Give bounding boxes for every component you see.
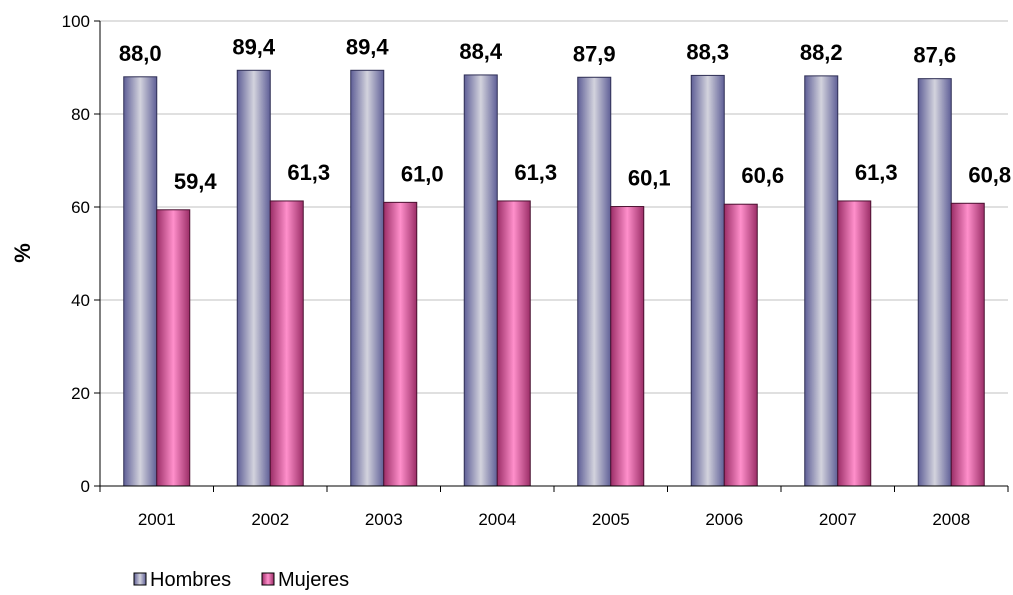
legend-label-mujeres: Mujeres [278,569,349,591]
legend-swatch-mujeres [261,572,275,586]
y-tick-label: 60 [71,198,90,217]
legend-swatch-hombres [133,572,147,586]
bar-hombres-2006 [690,74,725,487]
bar-hombres-2007 [804,75,839,487]
bar-mujeres-2005 [610,206,645,487]
data-label-hombres-2002: 89,4 [232,34,276,59]
bar-hombres-2008 [917,78,952,487]
data-label-mujeres-2007: 61,3 [855,160,898,185]
x-tick-label: 2007 [819,510,857,529]
bar-mujeres-2007 [837,200,872,487]
bar-mujeres-2008 [950,202,985,487]
bar-hombres-2001 [123,76,158,487]
x-tick-label: 2004 [478,510,516,529]
y-tick-label: 0 [81,477,90,496]
data-label-hombres-2006: 88,3 [686,39,729,64]
data-label-hombres-2005: 87,9 [573,41,616,66]
data-label-mujeres-2004: 61,3 [514,160,557,185]
x-tick-label: 2005 [592,510,630,529]
x-tick-label: 2006 [705,510,743,529]
x-tick-label: 2001 [138,510,176,529]
bar-mujeres-2002 [269,200,304,487]
x-tick-label: 2002 [251,510,289,529]
bar-hombres-2003 [350,69,385,487]
bar-hombres-2005 [577,76,612,487]
data-label-mujeres-2006: 60,6 [741,163,784,188]
y-tick-label: 100 [62,12,90,31]
data-label-hombres-2008: 87,6 [913,43,956,68]
bar-mujeres-2001 [156,209,191,487]
bar-mujeres-2006 [723,203,758,487]
data-label-mujeres-2003: 61,0 [401,161,444,186]
y-axis-title: % [10,243,35,263]
data-label-hombres-2007: 88,2 [800,40,843,65]
data-label-mujeres-2008: 60,8 [968,162,1011,187]
x-tick-label: 2008 [932,510,970,529]
y-tick-label: 40 [71,291,90,310]
y-tick-label: 20 [71,384,90,403]
bar-mujeres-2003 [383,201,418,487]
data-label-hombres-2003: 89,4 [346,34,390,59]
data-label-hombres-2004: 88,4 [459,39,503,64]
data-label-hombres-2001: 88,0 [119,41,162,66]
y-tick-label: 80 [71,105,90,124]
bar-hombres-2004 [463,74,498,487]
x-tick-label: 2003 [365,510,403,529]
data-label-mujeres-2002: 61,3 [287,160,330,185]
bar-hombres-2002 [236,69,271,487]
bar-mujeres-2004 [496,200,531,487]
legend-label-hombres: Hombres [150,569,231,591]
data-label-mujeres-2001: 59,4 [174,169,218,194]
data-label-mujeres-2005: 60,1 [628,166,671,191]
